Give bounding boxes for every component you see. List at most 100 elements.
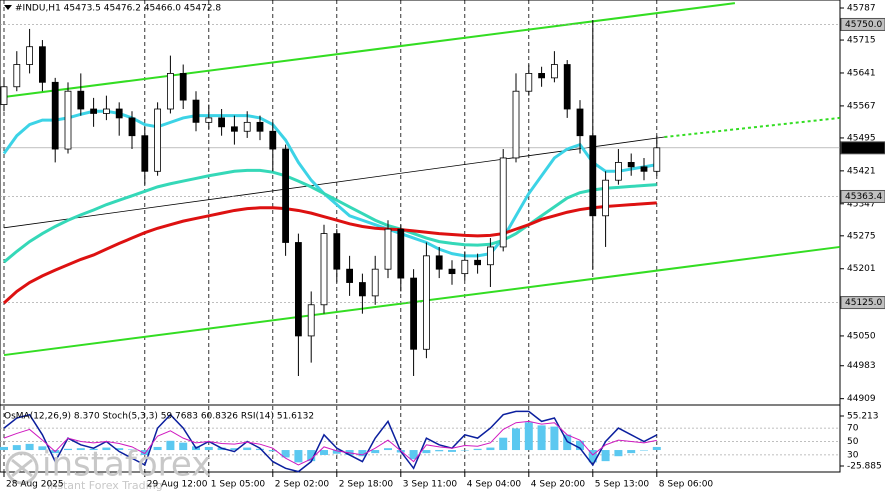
y-tick-label: 45715 <box>847 36 876 46</box>
y-tick-label: 45201 <box>847 264 876 274</box>
y-tick-label: 45050 <box>847 331 876 341</box>
x-tick-label: 3 Sep 11:00 <box>403 480 458 490</box>
watermark-logo <box>5 451 39 485</box>
candle-body <box>243 121 251 132</box>
trend-line <box>3 245 840 357</box>
osma-bar <box>25 443 34 451</box>
y-tick-label: 55.213 <box>847 412 879 422</box>
candle-body <box>653 147 661 172</box>
y-tick-label: 45347 <box>847 199 876 209</box>
level-label: 70 <box>847 424 859 434</box>
trend-line <box>3 2 736 98</box>
y-tick-label: -25.885 <box>847 462 882 472</box>
osma-bar <box>332 450 341 454</box>
candle-body <box>192 99 200 123</box>
level-label: 50 <box>847 437 859 447</box>
osma-bar <box>614 450 623 457</box>
candle-body <box>448 268 456 275</box>
stoch-line <box>3 410 658 473</box>
osma-bar <box>281 450 290 458</box>
candle-body <box>422 255 430 350</box>
osma-bar <box>371 450 380 454</box>
osma-bar <box>166 440 175 451</box>
candle-body <box>435 255 443 270</box>
osma-bar <box>601 450 610 462</box>
watermark-tagline: Instant Forex Trading <box>47 479 163 492</box>
moving-average <box>2 109 658 258</box>
candle-body <box>602 179 609 217</box>
osma-bar <box>627 450 636 454</box>
osma-bar <box>12 445 21 451</box>
y-tick-label: 45495 <box>847 133 876 143</box>
candle-body <box>384 228 392 270</box>
y-tick-label: 44909 <box>847 394 876 404</box>
osma-bar <box>102 447 111 451</box>
candle-body <box>499 157 507 248</box>
osma-bar <box>422 450 431 454</box>
osma-bar <box>537 425 546 451</box>
osma-bar <box>89 448 98 451</box>
osma-bar <box>486 447 495 451</box>
osma-bar <box>268 450 277 452</box>
candle-body <box>563 64 571 110</box>
candle-body <box>346 268 354 283</box>
osma-bar <box>640 450 648 451</box>
price-level-box <box>840 141 885 155</box>
x-tick-label: 5 Sep 13:00 <box>595 480 650 490</box>
rsi-line <box>3 420 657 466</box>
candle-body <box>39 46 46 83</box>
candle-body <box>26 46 34 65</box>
candle-body <box>64 90 72 150</box>
price-level-box <box>840 189 885 203</box>
watermark: instaforex Instant Forex Trading <box>5 445 211 492</box>
osma-bar <box>76 448 85 451</box>
moving-average <box>3 168 657 264</box>
osma-bar <box>320 450 328 455</box>
osma-bar <box>448 450 456 452</box>
osma-bar <box>128 449 136 451</box>
candle-body <box>90 108 97 114</box>
candle-body <box>103 108 110 114</box>
candle-body <box>166 73 174 110</box>
y-tick-label: 45641 <box>847 68 876 78</box>
candle-body <box>615 162 622 181</box>
osma-bar <box>179 442 188 451</box>
candle-body <box>307 304 315 337</box>
moving-average <box>2 201 657 305</box>
price-level-label: 45363.4 <box>845 192 882 202</box>
osma-bar <box>550 426 559 451</box>
osma-bar <box>435 450 444 452</box>
candle-body <box>269 130 277 150</box>
trend-line <box>3 136 665 229</box>
x-tick-label: 2 Sep 02:00 <box>275 480 330 490</box>
watermark-logo-mark <box>11 458 33 478</box>
osma-bar <box>512 428 520 451</box>
candle-body <box>0 86 8 105</box>
candle-body <box>640 166 648 172</box>
osma-bar <box>652 446 661 451</box>
x-tick-label: 29 Aug 12:00 <box>147 480 208 490</box>
candle-body <box>525 73 533 92</box>
candle-body <box>294 242 302 337</box>
y-tick-label: 45275 <box>847 231 876 241</box>
price-level-box <box>840 296 885 310</box>
candle-body <box>576 108 584 137</box>
candle-body <box>13 64 21 88</box>
candle-body <box>627 162 635 168</box>
x-tick-label: 8 Sep 06:00 <box>659 480 714 490</box>
candle-body <box>256 121 264 132</box>
watermark-brand: instaforex <box>42 445 211 485</box>
y-tick-label: 45787 <box>847 4 876 14</box>
osma-bar <box>460 450 469 451</box>
osma-bar <box>64 448 72 451</box>
osma-bar <box>230 448 239 451</box>
price-level-label: 45472.8 <box>845 143 882 153</box>
price-level-label: 45125.0 <box>845 298 882 308</box>
candle-body <box>410 277 418 350</box>
osma-bar <box>576 440 584 451</box>
osma-bar <box>409 450 418 460</box>
candle-body <box>358 282 366 297</box>
candle-body <box>141 135 149 172</box>
osma-bar <box>384 448 392 451</box>
